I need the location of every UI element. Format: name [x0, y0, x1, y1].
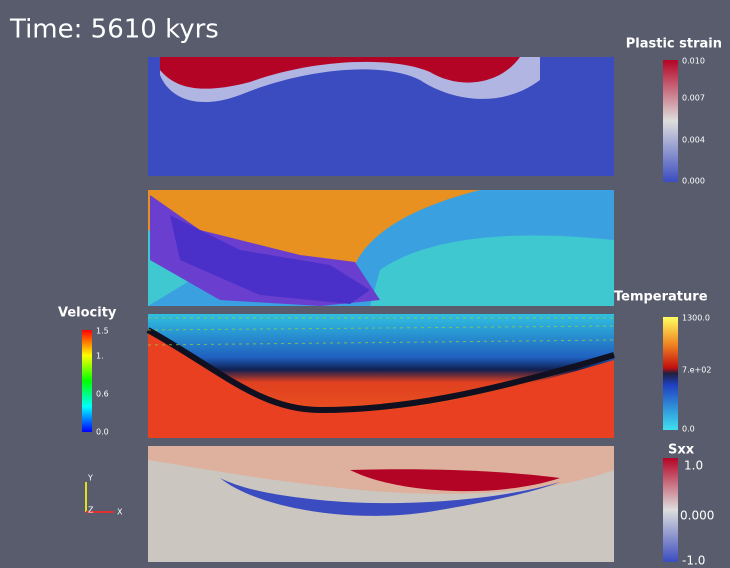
sxx-panel — [148, 446, 614, 562]
title: Time: 5610 kyrs — [9, 15, 219, 45]
colorbar-label: 1.5 — [96, 327, 109, 336]
colorbar-title: Plastic strain — [626, 37, 722, 52]
axes-triad: Y Z X — [86, 474, 123, 517]
axis-label: Z — [88, 506, 94, 515]
colorbar-label: 0.010 — [682, 57, 705, 66]
colorbar-title: Sxx — [668, 443, 695, 458]
colorbar-label: 0.004 — [682, 136, 705, 145]
colorbar — [663, 458, 678, 562]
colorbar — [663, 60, 678, 182]
strain-panel — [148, 57, 614, 176]
colorbar-label: 0.000 — [682, 177, 705, 186]
colorbar-label: 0.0 — [96, 428, 109, 437]
colorbar — [82, 330, 92, 432]
colorbar-title: Temperature — [614, 290, 708, 305]
colorbar-label: 1300.0 — [682, 314, 710, 323]
colorbar-label: 1. — [96, 352, 104, 361]
colorbar-label: 0.000 — [680, 509, 714, 523]
temperature-panel — [148, 314, 614, 438]
viewport: Time: 5610 kyrs Plastic strain 0.010 0.0… — [0, 0, 730, 568]
colorbar-label: -1.0 — [682, 554, 705, 568]
axis-label: X — [117, 508, 123, 517]
colorbar-label: 0.007 — [682, 94, 705, 103]
colorbar-label: 1.0 — [684, 459, 703, 473]
axis-label: Y — [87, 474, 93, 483]
colorbar — [663, 317, 678, 430]
colorbar-title: Velocity — [58, 306, 117, 321]
colorbar-label: 0.6 — [96, 390, 109, 399]
colorbar-label: 7.e+02 — [682, 366, 711, 375]
material-panel — [148, 190, 614, 306]
colorbar-label: 0.0 — [682, 425, 695, 434]
